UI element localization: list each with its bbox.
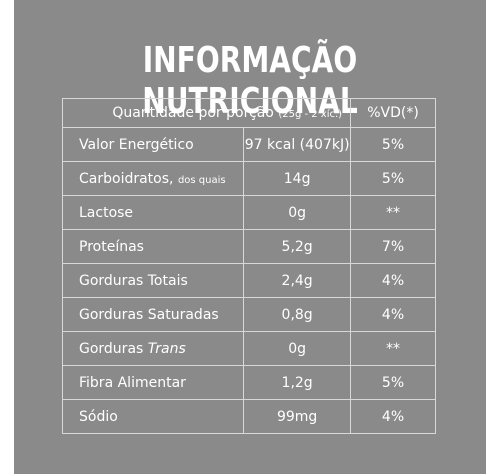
nutrient-name: Lactose [61,195,245,230]
nutrient-name: Proteínas [61,229,245,264]
nutrient-name: Fibra Alimentar [61,365,245,400]
serving-size: (25g - 2 xíc.) [278,109,343,120]
nutrient-amount: 0g [243,331,352,366]
nutrient-name: Gorduras Totais [61,263,245,298]
nutrient-amount: 0g [243,195,352,230]
table-row: Lactose 0g ** [61,195,436,230]
vd-header: %VD(*) [350,98,436,128]
nutrient-amount: 97 kcal (407kJ) [243,127,352,162]
table-row: Valor Energético 97 kcal (407kJ) 5% [61,127,436,162]
nutrient-name: Gorduras Saturadas [61,297,245,332]
nutrient-amount: 5,2g [243,229,352,264]
nutrient-vd: 5% [350,365,436,400]
nutrient-name: Valor Energético [61,127,245,162]
table-header-row: Quantidade por porção (25g - 2 xíc.) %VD… [61,98,436,128]
table-row: Proteínas 5,2g 7% [61,229,436,264]
nutrient-vd: ** [350,195,436,230]
serving-label: Quantidade por porção [112,105,274,121]
nutrient-amount: 14g [243,161,352,196]
nutrient-name-cell: Carboidratos, dos quais [61,161,245,196]
nutrient-note: dos quais [177,174,226,186]
table-row: Sódio 99mg 4% [61,399,436,434]
table-row: Carboidratos, dos quais 14g 5% [61,161,436,196]
table-row: Gorduras Totais 2,4g 4% [61,263,436,298]
nutrient-amount: 1,2g [243,365,352,400]
nutrient-vd: 5% [350,161,436,196]
nutrient-name-cell: Gorduras Trans [61,331,245,366]
nutrient-name: Gorduras [79,340,144,357]
nutrient-name: Carboidratos, [79,170,174,187]
nutrient-name: Sódio [61,399,245,434]
serving-header: Quantidade por porção (25g - 2 xíc.) [61,98,352,128]
table-row: Fibra Alimentar 1,2g 5% [61,365,436,400]
nutrient-vd: 5% [350,127,436,162]
table-row: Gorduras Saturadas 0,8g 4% [61,297,436,332]
nutrient-name-italic: Trans [147,340,186,357]
nutrient-vd: 4% [350,263,436,298]
nutrient-vd: 7% [350,229,436,264]
table-row: Gorduras Trans 0g ** [61,331,436,366]
nutrition-table: Quantidade por porção (25g - 2 xíc.) %VD… [61,98,436,434]
nutrient-vd: 4% [350,399,436,434]
nutrient-vd: 4% [350,297,436,332]
nutrient-amount: 0,8g [243,297,352,332]
nutrient-amount: 99mg [243,399,352,434]
nutrient-amount: 2,4g [243,263,352,298]
nutrition-panel: INFORMAÇÃO NUTRICIONAL Quantidade por po… [14,0,486,474]
nutrient-vd: ** [350,331,436,366]
